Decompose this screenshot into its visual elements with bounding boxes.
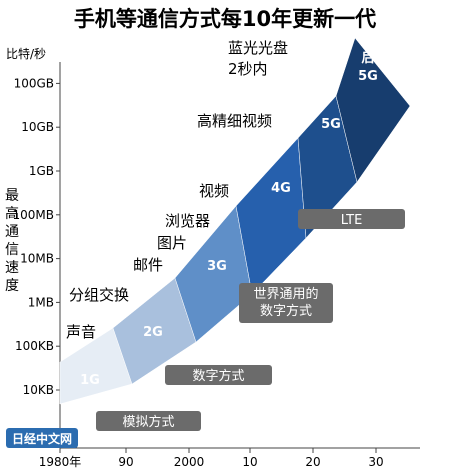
application-label: 浏览器 <box>165 212 210 230</box>
application-label: 高精细视频 <box>197 112 272 130</box>
y-unit-label: 比特/秒 <box>6 46 46 61</box>
watermark: 日经中文网 <box>6 428 78 448</box>
generation-label: 5G <box>321 117 341 132</box>
tech-badge-text: LTE <box>341 213 363 228</box>
tech-badge-text: 模拟方式 <box>122 414 174 430</box>
x-ticks: 1980年 90 2000 10 20 30 <box>39 448 384 469</box>
application-label: 分组交换 <box>69 286 129 304</box>
application-label: 声音 <box>66 323 96 341</box>
y-axis-label-char: 最 <box>5 188 19 204</box>
tech-badge <box>239 283 333 323</box>
x-tick-label: 30 <box>368 455 383 469</box>
x-tick-label: 90 <box>118 455 133 469</box>
y-tick-label: 1GB <box>29 164 54 178</box>
application-label: 蓝光光盘 2秒内 <box>228 39 288 78</box>
generation-bands: 1G 2G 3G 4G 5G 后 5G <box>59 37 411 405</box>
y-tick-label: 10KB <box>23 383 54 397</box>
tech-badges: 模拟方式 数字方式 世界通用的数字方式 LTE <box>96 209 405 431</box>
generation-label: 后 5G <box>358 50 378 84</box>
generation-band <box>335 37 411 183</box>
y-axis-label-char: 速 <box>5 260 19 276</box>
watermark-text: 日经中文网 <box>12 431 72 446</box>
y-axis-label-char: 度 <box>5 278 19 294</box>
tech-badge <box>298 209 405 229</box>
watermark-background <box>6 428 78 448</box>
y-axis-label-char: 通 <box>5 224 19 240</box>
application-label: 视频 <box>199 182 229 200</box>
y-tick-label: 100MB <box>13 208 55 222</box>
x-tick-label: 10 <box>242 455 257 469</box>
x-tick-label: 2000 <box>174 455 205 469</box>
y-axis-label-char: 信 <box>5 242 19 258</box>
y-ticks: 10KB 100KB 1MB 10MB 100MB 1GB 10GB 100GB <box>13 76 60 397</box>
x-tick-label: 20 <box>305 455 320 469</box>
tech-badge <box>165 365 272 385</box>
tech-badge <box>96 411 201 431</box>
generation-label: 4G <box>271 181 291 196</box>
generation-label: 3G <box>207 259 227 274</box>
y-tick-label: 1MB <box>28 295 54 309</box>
y-tick-label: 100KB <box>15 339 54 353</box>
generation-label: 1G <box>80 373 100 388</box>
application-label: 邮件 <box>133 256 163 274</box>
y-tick-label: 10GB <box>21 120 54 134</box>
chart-title: 手机等通信方式每10年更新一代 <box>74 7 376 31</box>
tech-badge-text: 数字方式 <box>192 368 244 384</box>
application-label: 图片 <box>157 234 187 252</box>
tech-badge-text: 世界通用的数字方式 <box>253 286 318 319</box>
y-axis-label-char: 高 <box>5 205 19 222</box>
x-tick-label: 1980年 <box>39 455 82 469</box>
generation-label: 2G <box>143 325 163 340</box>
y-tick-label: 100GB <box>14 76 54 90</box>
y-tick-label: 10MB <box>20 252 54 266</box>
